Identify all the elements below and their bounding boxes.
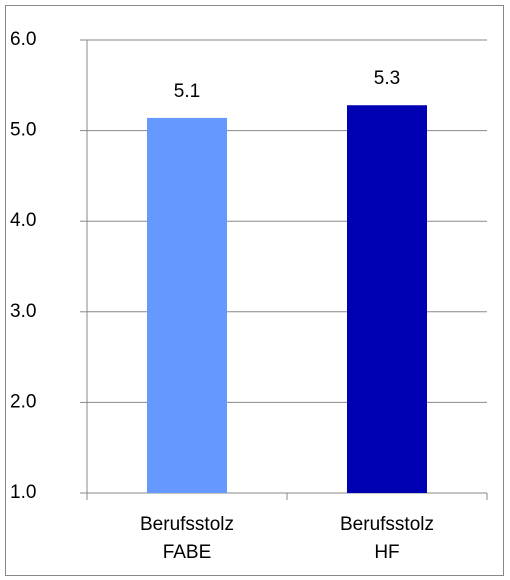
y-tick-label: 4.0 [10, 210, 36, 231]
data-label: 5.1 [174, 81, 200, 102]
y-tick-label: 3.0 [10, 301, 36, 322]
x-tick-label: Berufsstolz HF [340, 514, 434, 563]
y-tick-label: 5.0 [10, 120, 36, 141]
y-tick-label: 1.0 [10, 482, 36, 503]
x-tick-label: Berufsstolz FABE [140, 514, 234, 563]
chart-border [5, 5, 504, 576]
y-tick-label: 2.0 [10, 391, 36, 412]
bar [347, 105, 427, 494]
bar [147, 117, 227, 493]
y-tick-label: 6.0 [10, 29, 36, 50]
data-label: 5.3 [374, 68, 400, 89]
